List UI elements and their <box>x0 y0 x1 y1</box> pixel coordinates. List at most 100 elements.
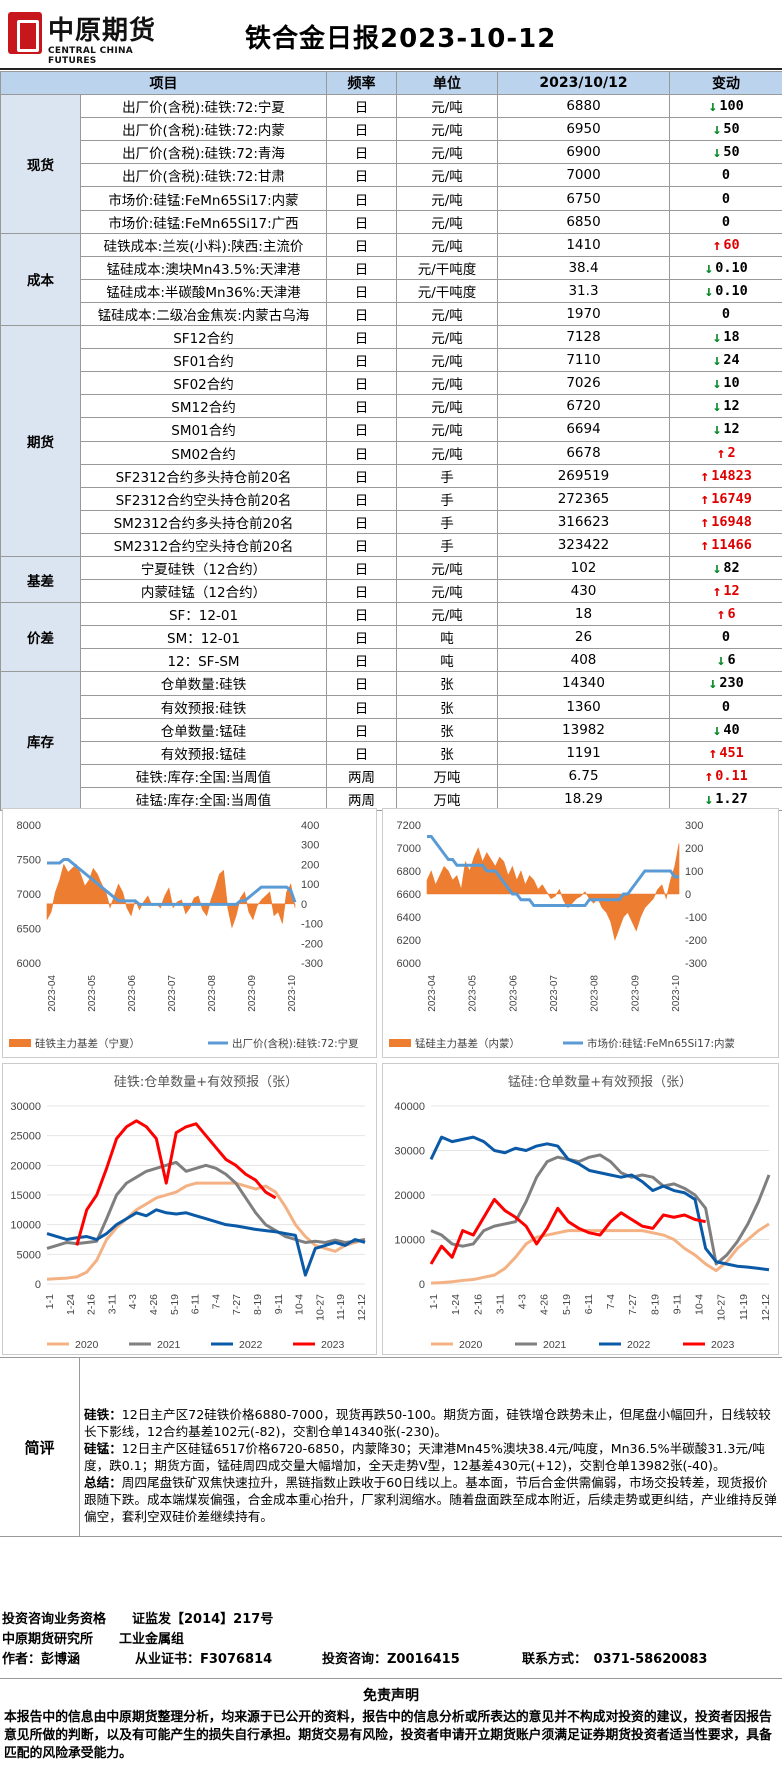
x-tick-label: 10-4 <box>294 1294 306 1315</box>
change-value: 0 <box>671 167 782 183</box>
change-value: 0 <box>671 191 782 207</box>
change-value: ↑ 6 <box>671 605 782 623</box>
y2-tick-label: -300 <box>301 958 323 970</box>
value-cell: 6880 <box>497 94 670 119</box>
value-cell: 31.3 <box>497 278 670 303</box>
arrow-down-icon: ↓ <box>712 120 722 139</box>
legend-swatch-area <box>9 1039 31 1047</box>
y2-tick-label: -100 <box>685 912 707 924</box>
change-value: ↑ 16948 <box>671 513 782 531</box>
commentary-summary: 总结：周四尾盘铁矿双焦快速拉升，黑链指数止跌收于60日线以上。基本面，节后合金供… <box>84 1474 778 1525</box>
change-value: ↑ 11466 <box>671 535 782 554</box>
freq-cell: 日 <box>326 255 397 280</box>
freq-cell: 日 <box>326 463 397 488</box>
change-cell: ↓ 12 <box>669 417 782 442</box>
change-amount: 12 <box>723 421 740 438</box>
change-amount: 6 <box>727 652 736 669</box>
value-cell: 408 <box>497 648 670 673</box>
change-cell: ↑ 0.11 <box>669 763 782 788</box>
x-tick-label: 3-11 <box>106 1294 118 1314</box>
y-tick-label: 0 <box>35 1279 41 1291</box>
data-table: 项目 频率 单位 2023/10/12 变动 现货 出厂价(含税):硅铁:72:宁… <box>0 70 782 812</box>
report-title: 铁合金日报2023-10-12 <box>245 24 557 54</box>
legend-label: 硅铁主力基差（宁夏） <box>35 1037 140 1050</box>
change-cell: ↑ 14823 <box>669 463 782 488</box>
x-tick-label: 2023-04 <box>47 975 58 1012</box>
table-row: SM12合约日元/吨 6720 ↓ 12 <box>1 394 782 419</box>
item-cell: SM12合约 <box>80 394 327 419</box>
freq-cell: 日 <box>326 717 397 742</box>
table-header-row: 项目 频率 单位 2023/10/12 变动 <box>0 70 782 96</box>
change-cell: ↓ 12 <box>669 394 782 419</box>
x-tick-label: 6-11 <box>190 1294 202 1314</box>
disclaimer-section: 免责声明 本报告中的信息由中原期货整理分析，均来源于已公开的资料，报告中的信息分… <box>0 1678 782 1763</box>
table-row: 价差 SF：12-01 日元/吨 18 ↑ 6 <box>0 602 782 673</box>
value-cell: 6678 <box>497 440 670 465</box>
y2-tick-label: 400 <box>301 820 319 832</box>
unit-cell: 元/吨 <box>396 232 498 257</box>
chart-sm-warrants-svg: 锰硅:仓单数量+有效预报（张） 0 10000 20000 30000 40000 1-1 1… <box>394 1075 772 1351</box>
unit-cell: 手 <box>396 509 498 534</box>
change-value: ↓ 82 <box>671 559 782 577</box>
value-cell: 6850 <box>497 209 670 234</box>
change-cell: 0 <box>669 186 782 211</box>
value-cell: 323422 <box>497 532 670 557</box>
change-value: ↓ 50 <box>671 143 782 161</box>
unit-cell: 元/吨 <box>396 186 498 211</box>
table-row: SM2312合约空头持仓前20名日手 323422 ↑ 11466 <box>1 532 782 557</box>
table-row: 硅锰:库存:全国:当周值 两周 万吨 18.29 ↓ 1.27 <box>1 786 782 812</box>
change-value: ↑ 451 <box>671 744 782 762</box>
arrow-up-icon: ↑ <box>700 535 710 554</box>
item-cell: 市场价:硅锰:FeMn65Si17:广西 <box>80 209 327 234</box>
table-row: 期货 SF12合约日元/吨 7128 ↓ 18 <box>0 325 782 557</box>
table-row: 锰硅成本:二级冶金焦炭:内蒙古乌海日元/吨 1970 0 <box>1 301 782 327</box>
freq-cell: 两周 <box>326 763 397 788</box>
logo-cn-text: 中原期货 <box>48 16 157 46</box>
report-header: 中原期货 CENTRAL CHINA FUTURES 铁合金日报2023-10-… <box>0 0 782 70</box>
change-cell: ↑ 60 <box>669 232 782 257</box>
group-label: 库存 <box>0 671 81 811</box>
change-value: ↑ 14823 <box>671 467 782 485</box>
table-row: 出厂价(含税):硅铁:72:青海日元/吨 6900 ↓ 50 <box>1 140 782 165</box>
series-line-2023 <box>429 1197 706 1265</box>
series-line-2021 <box>430 1153 771 1266</box>
commentary-text: 12日主产区硅锰6517价格6720-6850，内蒙降30；天津港Mn45%澳块… <box>84 1441 765 1473</box>
freq-cell: 日 <box>326 555 397 581</box>
arrow-up-icon: ↑ <box>704 766 714 785</box>
change-cell: ↓ 82 <box>669 555 782 581</box>
change-amount: 10 <box>723 375 740 392</box>
item-cell: SM：12-01 <box>80 625 327 650</box>
item-cell: 仓单数量:硅铁 <box>80 671 327 696</box>
value-cell: 6900 <box>497 140 670 165</box>
table-row: 出厂价(含税):硅铁:72:甘肃日元/吨 7000 0 <box>1 163 782 188</box>
arrow-down-icon: ↓ <box>704 281 714 300</box>
value-cell: 7026 <box>497 371 670 396</box>
change-value: 0 <box>671 629 782 645</box>
change-amount: 100 <box>719 98 744 115</box>
freq-cell: 日 <box>326 163 397 188</box>
change-value: ↓ 0.10 <box>671 281 782 300</box>
change-amount: 40 <box>723 721 740 738</box>
basis-area <box>426 843 680 942</box>
unit-cell: 元/吨 <box>396 348 498 373</box>
chart-sm-warrants: 锰硅:仓单数量+有效预报（张） 0 10000 20000 30000 40000 1-1 1… <box>382 1063 779 1355</box>
chart-sm-basis: 6000 6200 6400 6600 6800 7000 7200 -300 -200 -100… <box>382 808 779 1058</box>
unit-cell: 元/干吨度 <box>396 278 498 303</box>
x-tick-label: 2-16 <box>472 1294 484 1315</box>
legend-label: 出厂价(含税):硅铁:72:宁夏 <box>232 1037 359 1050</box>
y-tick-label: 6800 <box>397 866 421 878</box>
freq-cell: 日 <box>326 140 397 165</box>
series-line-2021 <box>46 1160 366 1250</box>
y2-tick-label: 200 <box>301 859 319 871</box>
x-tick-label: 2023-06 <box>508 975 519 1012</box>
commentary-head: 硅铁： <box>84 1407 122 1422</box>
change-amount: 12 <box>723 583 740 600</box>
arrow-down-icon: ↓ <box>704 789 714 808</box>
change-amount: 12 <box>723 398 740 415</box>
legend-swatch-area <box>389 1039 411 1047</box>
freq-cell: 日 <box>326 486 397 511</box>
arrow-down-icon: ↓ <box>716 651 726 670</box>
change-cell: ↓ 50 <box>669 117 782 142</box>
group-label: 价差 <box>0 602 81 673</box>
change-cell: ↑ 12 <box>669 579 782 604</box>
